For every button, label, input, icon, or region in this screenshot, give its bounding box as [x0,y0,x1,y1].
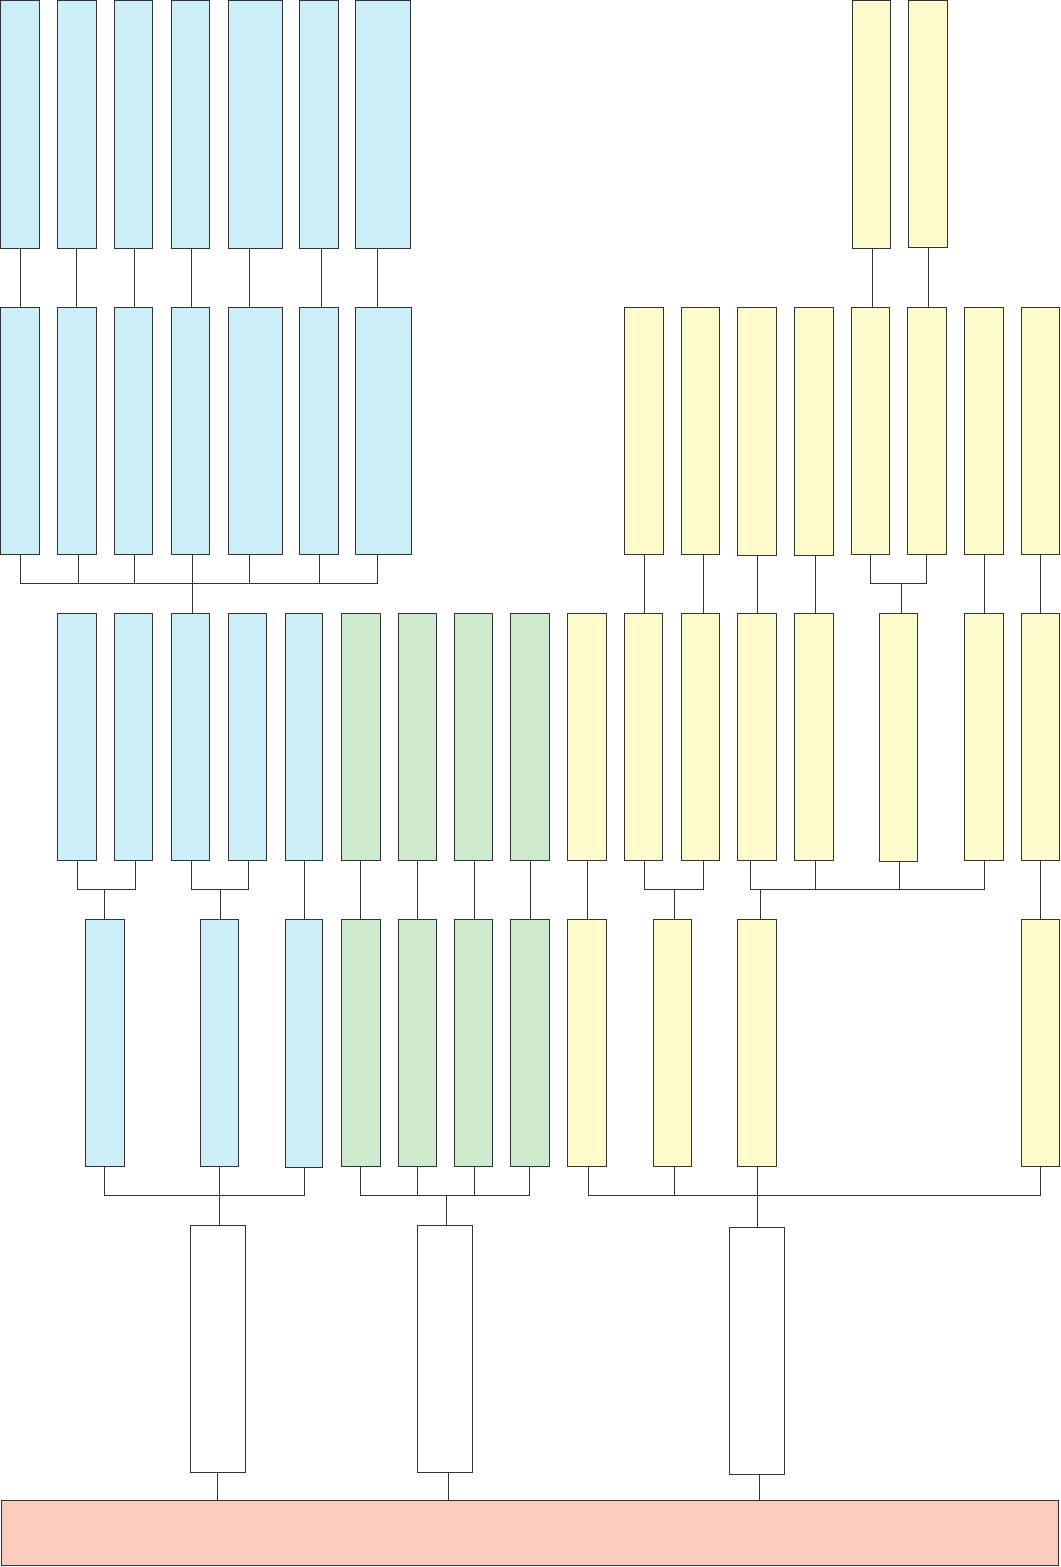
row-3 [57,613,1060,862]
node [964,613,1004,861]
root-node [1,1500,1059,1566]
node [510,613,550,861]
node [964,307,1004,555]
node [299,0,339,249]
node [1021,307,1060,555]
node [200,919,239,1167]
row-4 [85,919,1060,1168]
node [907,307,947,555]
node [57,613,97,861]
connector [20,555,1041,613]
node [0,307,40,555]
row-2 [0,307,1060,556]
node [737,919,777,1167]
node [228,613,267,861]
node [171,613,210,861]
node [398,613,437,861]
node [114,0,153,249]
node [299,307,339,555]
node [454,613,493,861]
node [228,307,283,555]
node [794,613,834,861]
connector [77,861,1041,919]
node [729,1227,785,1475]
node [355,0,411,249]
connector [104,1167,1041,1227]
node [341,919,381,1167]
node [355,307,412,555]
node [454,919,493,1167]
node [681,613,720,861]
node [794,307,834,556]
node [567,919,607,1167]
node [737,307,777,556]
node [567,613,607,861]
node [417,1225,473,1473]
node [171,307,210,555]
node [285,919,323,1168]
node [510,919,550,1167]
node [341,613,381,861]
node [624,307,664,555]
node [852,0,891,249]
node [681,307,720,555]
node [114,613,153,861]
connector [20,248,929,307]
node [398,919,437,1167]
node [0,0,40,249]
node [85,919,125,1167]
node [285,613,323,861]
node [624,613,663,861]
node [171,0,210,249]
node [737,613,777,861]
node [57,0,97,249]
node [1021,919,1060,1167]
connector [217,1473,760,1500]
row-1 [0,0,948,249]
node [653,919,692,1167]
node [908,0,948,248]
node [228,0,283,249]
node [1021,613,1060,861]
node [57,307,97,555]
node [190,1225,246,1473]
node [879,613,918,862]
row-5 [190,1225,785,1475]
node [114,307,153,555]
node [851,307,890,555]
